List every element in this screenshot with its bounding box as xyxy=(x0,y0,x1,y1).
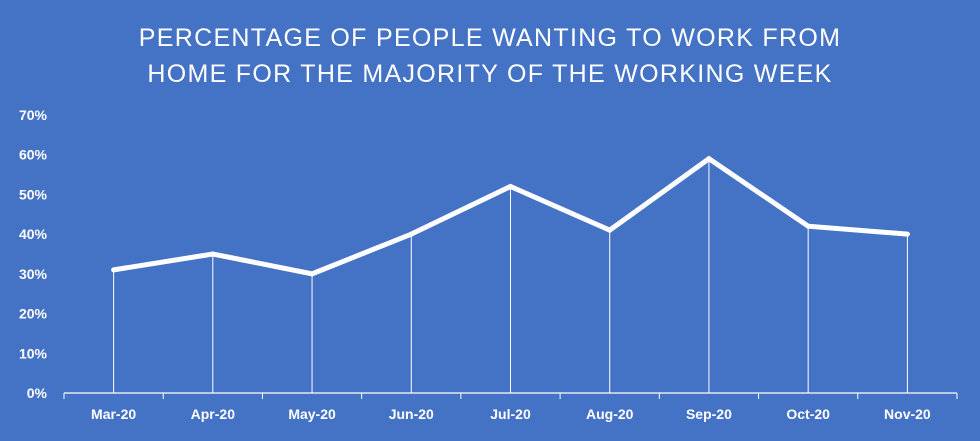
chart-title-line-1: PERCENTAGE OF PEOPLE WANTING TO WORK FRO… xyxy=(138,24,842,52)
x-tick-label: Oct-20 xyxy=(786,406,830,422)
y-tick-label: 30% xyxy=(19,266,48,282)
data-point xyxy=(210,251,216,257)
data-point xyxy=(904,231,910,237)
x-tick-label: Nov-20 xyxy=(884,406,931,422)
y-tick-label: 40% xyxy=(19,226,48,242)
x-tick-label: Apr-20 xyxy=(191,406,236,422)
y-tick-label: 50% xyxy=(19,186,48,202)
data-point xyxy=(408,231,414,237)
y-tick-label: 10% xyxy=(19,345,48,361)
x-tick-label: Sep-20 xyxy=(686,406,732,422)
data-point xyxy=(111,267,117,273)
data-point xyxy=(706,156,712,162)
y-tick-label: 20% xyxy=(19,306,48,322)
y-tick-label: 0% xyxy=(27,385,48,401)
data-point xyxy=(805,223,811,229)
data-point xyxy=(508,183,513,189)
data-point xyxy=(607,227,613,233)
data-point xyxy=(309,271,315,277)
x-tick-label: Aug-20 xyxy=(586,406,634,422)
y-tick-label: 60% xyxy=(19,147,48,163)
x-tick-label: Jul-20 xyxy=(490,406,531,422)
y-tick-label: 70% xyxy=(19,107,48,123)
x-tick-label: May-20 xyxy=(288,406,336,422)
x-tick-label: Jun-20 xyxy=(389,406,434,422)
x-tick-label: Mar-20 xyxy=(91,406,136,422)
chart-title: PERCENTAGE OF PEOPLE WANTING TO WORK FRO… xyxy=(0,20,980,92)
chart-title-line-2: HOME FOR THE MAJORITY OF THE WORKING WEE… xyxy=(147,60,833,88)
